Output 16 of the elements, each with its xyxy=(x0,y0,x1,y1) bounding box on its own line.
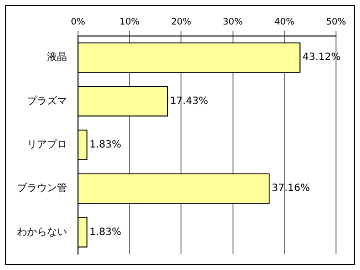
y-tick-label: リアプロ xyxy=(27,138,67,150)
x-tick-label: 10% xyxy=(120,18,140,28)
data-label: 1.83% xyxy=(89,139,122,150)
data-label: 17.43% xyxy=(170,96,208,107)
y-tick-label: 液晶 xyxy=(47,51,67,64)
x-tick-label: 0% xyxy=(70,18,86,28)
x-tick-label: 50% xyxy=(326,18,346,28)
y-tick-label: わからない xyxy=(17,226,67,238)
y-tick-label: ブラウン管 xyxy=(17,182,67,194)
x-tick-label: 30% xyxy=(222,18,244,28)
data-label: 43.12% xyxy=(302,52,341,64)
y-tick-label: プラズマ xyxy=(27,94,67,107)
data-label: 1.83% xyxy=(89,226,122,238)
x-tick-label: 20% xyxy=(171,18,192,28)
x-tick-label: 40% xyxy=(274,18,295,28)
data-label: 37.16% xyxy=(272,183,310,194)
